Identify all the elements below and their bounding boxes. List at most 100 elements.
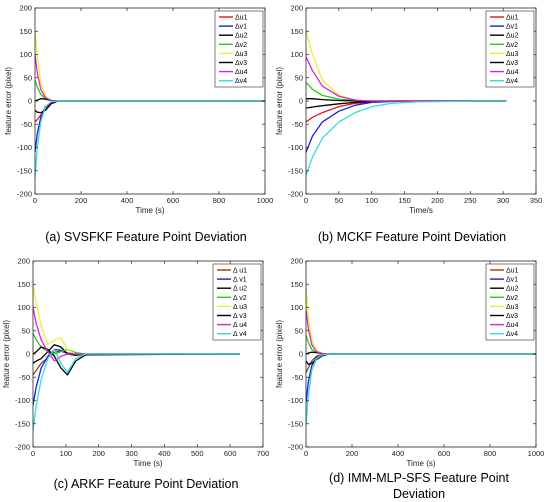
series-line-8 [33, 348, 240, 431]
x-axis-label: Time (s) [406, 459, 435, 468]
y-tick-label: 0 [28, 97, 32, 106]
legend-label: Δv2 [506, 42, 518, 49]
legend-label: Δv4 [506, 331, 518, 338]
y-tick-label: 200 [290, 257, 303, 266]
subfigure-caption: (c) ARKF Feature Point Deviation [54, 477, 239, 491]
x-tick-label: 150 [398, 196, 411, 205]
x-axis-label: Time (s) [135, 206, 164, 215]
legend-label: Δu4 [506, 322, 519, 329]
legend-label: Δ v4 [233, 331, 247, 338]
x-tick-label: 200 [346, 449, 359, 458]
legend-label: Δv4 [235, 78, 247, 85]
y-axis-label: feature error (pixel) [275, 320, 284, 388]
y-axis-label: feature error (pixel) [4, 67, 13, 135]
legend-label: Δv3 [506, 60, 518, 67]
x-tick-label: 500 [191, 449, 204, 458]
y-tick-label: 0 [299, 97, 303, 106]
x-tick-label: 0 [304, 449, 308, 458]
x-tick-label: 200 [75, 196, 88, 205]
x-tick-label: 600 [167, 196, 180, 205]
legend-label: Δv1 [506, 24, 518, 31]
y-tick-label: 0 [299, 350, 303, 359]
legend-label: Δu2 [235, 33, 248, 40]
y-tick-label: -200 [288, 443, 303, 452]
y-tick-label: -100 [15, 396, 30, 405]
legend-label: Δ u3 [233, 304, 247, 311]
y-tick-label: -50 [292, 120, 303, 129]
y-axis-label: feature error (pixel) [275, 67, 284, 135]
y-tick-label: -200 [15, 443, 30, 452]
y-tick-label: -200 [288, 190, 303, 199]
legend-label: Δv2 [506, 295, 518, 302]
y-tick-label: 200 [17, 257, 30, 266]
series-group [306, 286, 536, 424]
y-tick-label: 150 [19, 27, 32, 36]
series-line-7 [33, 307, 240, 362]
x-tick-label: 600 [224, 449, 237, 458]
y-tick-label: -50 [21, 120, 32, 129]
y-tick-label: 150 [17, 280, 30, 289]
y-tick-label: 150 [290, 27, 303, 36]
y-tick-label: -50 [292, 373, 303, 382]
x-axis-label: Time (s) [133, 459, 162, 468]
y-tick-label: -150 [17, 166, 32, 175]
series-group [306, 31, 507, 176]
subfigure-caption: Deviation [393, 487, 445, 501]
y-tick-label: 150 [290, 280, 303, 289]
legend-label: Δu3 [506, 304, 519, 311]
series-line-8 [35, 100, 265, 178]
series-line-4 [33, 332, 240, 355]
chart-panel-mckf: 0 50 100 150 200 250 300 350 -200 -150 -100 -50 0 50 1… [275, 4, 542, 244]
x-tick-label: 300 [497, 196, 510, 205]
legend-label: Δv4 [506, 78, 518, 85]
y-tick-label: 50 [24, 73, 32, 82]
y-tick-label: -150 [15, 419, 30, 428]
x-tick-label: 0 [33, 196, 37, 205]
legend: Δu1 Δv1 Δu2 Δv2 Δu3 Δv3 Δu4 Δv4 [214, 10, 264, 88]
x-tick-label: 250 [464, 196, 477, 205]
legend-label: Δu1 [506, 15, 519, 22]
series-line-6 [33, 346, 241, 376]
y-tick-label: 100 [290, 50, 303, 59]
legend-label: Δ v1 [233, 277, 247, 284]
x-tick-label: 400 [392, 449, 405, 458]
y-tick-label: -100 [17, 143, 32, 152]
legend-label: Δ u4 [233, 322, 247, 329]
subfigure-caption: (d) IMM-MLP-SFS Feature Point [329, 471, 509, 485]
x-tick-label: 400 [158, 449, 171, 458]
y-tick-label: -150 [288, 166, 303, 175]
legend-label: Δv2 [235, 42, 247, 49]
legend-label: Δu4 [506, 69, 519, 76]
x-tick-label: 50 [335, 196, 343, 205]
x-tick-label: 100 [60, 449, 73, 458]
legend-box [485, 263, 535, 341]
legend-label: Δu2 [506, 33, 519, 40]
x-tick-label: 800 [484, 449, 497, 458]
legend-box [485, 10, 535, 88]
y-tick-label: 100 [19, 50, 32, 59]
series-line-3 [33, 344, 240, 364]
y-tick-label: 50 [295, 326, 303, 335]
chart-panel-svsfkf: 0 200 400 600 800 1000 -200 -150 -100 -50 0 50 100 15… [4, 4, 273, 244]
y-tick-label: -100 [288, 143, 303, 152]
chart-panel-imm-mlp-sfs: 0 200 400 600 800 1000 -200 -150 -100 -50 0 50 100 15… [275, 257, 544, 501]
y-tick-label: 50 [295, 73, 303, 82]
x-tick-label: 350 [530, 196, 543, 205]
legend-label: Δ v2 [233, 295, 247, 302]
y-tick-label: 50 [22, 326, 30, 335]
x-tick-label: 800 [213, 196, 226, 205]
y-tick-label: -50 [19, 373, 30, 382]
y-tick-label: 0 [26, 350, 30, 359]
legend-box [212, 263, 262, 341]
legend-label: Δ u1 [233, 268, 247, 275]
y-tick-label: -200 [17, 190, 32, 199]
legend-label: Δv3 [506, 313, 518, 320]
legend-label: Δ u2 [233, 286, 247, 293]
legend-label: Δu1 [506, 268, 519, 275]
y-axis-label: feature error (pixel) [2, 320, 11, 388]
legend-label: Δv1 [506, 277, 518, 284]
chart-panel-arkf: 0 100 200 300 400 500 600 700 -200 -150 -100 -50 0 50… [2, 257, 269, 491]
legend: Δu1 Δv1 Δu2 Δv2 Δu3 Δv3 Δu4 Δv4 [485, 263, 535, 341]
x-tick-label: 0 [304, 196, 308, 205]
